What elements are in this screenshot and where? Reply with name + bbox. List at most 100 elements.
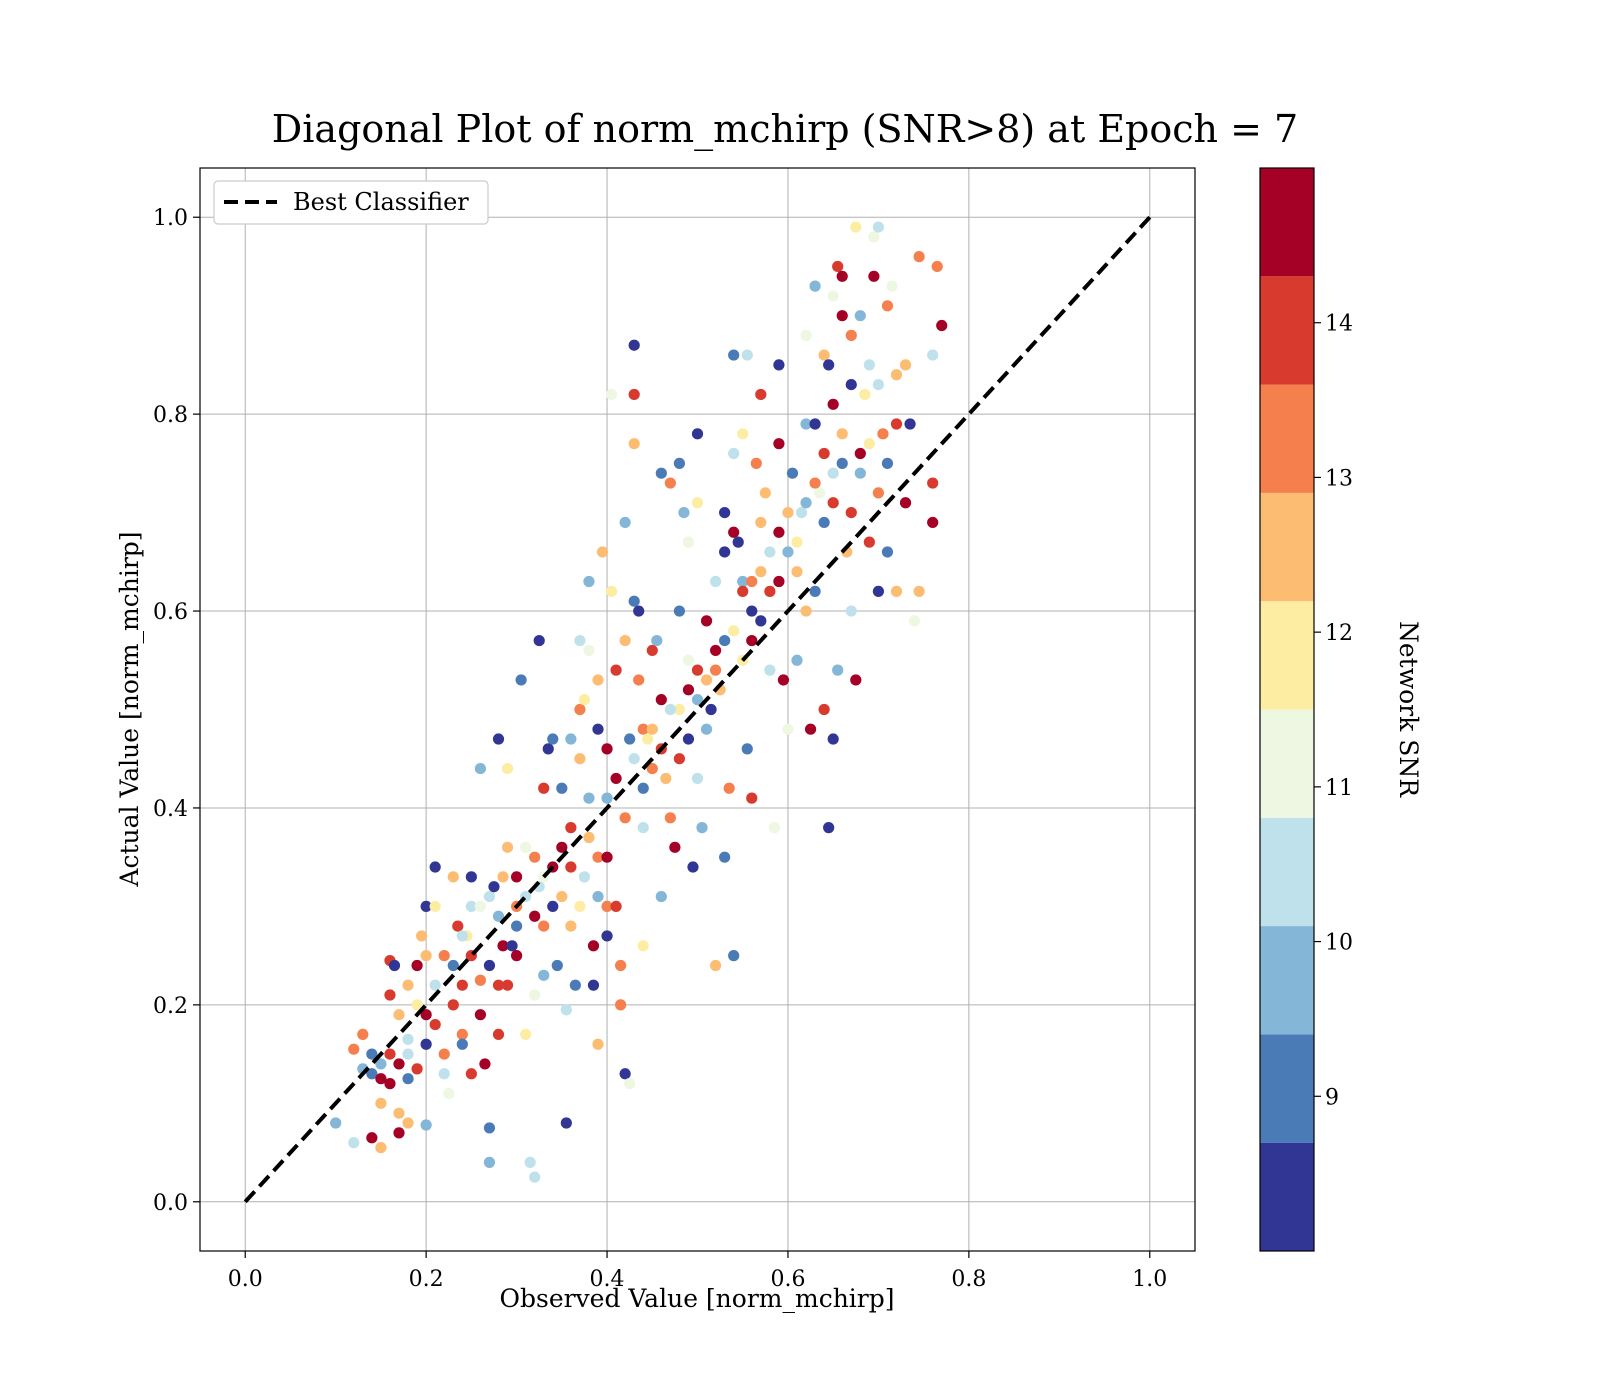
data-point [773,438,785,450]
data-point [501,762,514,775]
data-point [569,979,581,991]
data-point [700,674,713,686]
data-point [836,310,848,322]
data-point [655,890,667,903]
data-point [393,1107,405,1119]
data-point [375,1097,387,1109]
x-tick-label: 0.2 [409,1267,444,1292]
data-point [755,566,767,578]
data-point [497,940,509,952]
data-point [592,851,604,863]
colorbar-ticks: 9 10 11 12 13 14 [1314,312,1353,1110]
data-point [655,694,667,706]
data-point [443,1087,455,1100]
data-point [560,1004,572,1016]
data-point [782,546,794,558]
data-point [863,536,875,548]
data-point [927,349,939,361]
data-point [610,772,622,785]
data-point [746,605,758,617]
data-point [746,575,758,588]
data-point [348,1137,360,1149]
data-point [719,546,731,558]
data-point [465,871,477,883]
data-point [366,1132,378,1144]
colorbar-tick-label: 12 [1325,621,1353,646]
data-point [673,605,686,617]
data-point [474,762,487,775]
data-point [646,762,658,775]
data-point [628,753,640,765]
data-point [782,506,794,519]
data-point [587,940,600,952]
data-point [682,654,695,666]
data-point [587,979,600,991]
data-point [492,733,505,745]
data-point [827,497,839,509]
data-point [791,566,803,578]
data-point [547,900,559,913]
data-point [899,497,912,509]
data-point [881,300,894,312]
data-point [438,1068,450,1080]
data-point [823,822,835,834]
data-point [628,388,640,401]
data-point [646,723,658,735]
data-point [737,428,749,440]
data-point [348,1043,360,1055]
data-point [741,349,753,361]
data-point [800,605,812,617]
data-point [872,585,885,597]
colorbar-tick-label: 9 [1325,1085,1339,1110]
data-point [755,388,767,401]
data-point [773,575,785,588]
data-point [393,1009,405,1021]
colorbar-segment [1260,926,1314,1035]
data-point [827,290,839,302]
data-point [800,329,812,341]
data-point [728,447,740,460]
data-point [755,615,767,627]
data-point [610,664,622,676]
data-point [393,1127,405,1139]
data-point [520,1028,532,1040]
data-point [818,516,830,529]
data-point [565,733,577,745]
data-point [836,428,848,440]
data-point [818,349,830,361]
data-point [936,319,948,332]
colorbar-segment [1260,384,1314,493]
data-point [691,694,704,706]
data-point [904,418,916,430]
data-point [737,575,749,588]
data-point [800,418,812,430]
data-point [578,694,591,706]
data-point [515,674,527,686]
data-point [764,585,776,597]
data-point [886,280,898,292]
data-point [601,792,613,804]
data-point [728,349,740,361]
data-point [483,890,496,903]
data-point [583,831,595,844]
data-point [877,428,889,440]
data-point [728,625,740,637]
data-point [809,585,821,597]
data-point [845,329,857,341]
data-point [863,359,875,371]
data-point [633,674,645,686]
data-point [669,841,681,853]
data-point [492,1028,505,1040]
data-point [700,723,713,735]
data-point [741,743,753,755]
data-point [574,634,586,647]
data-point [615,999,627,1011]
data-point [908,615,921,627]
data-point [619,812,631,824]
data-point [651,634,663,647]
data-point [637,822,649,834]
x-axis-ticks: 0.0 0.2 0.4 0.6 0.8 1.0 [228,1251,1167,1292]
data-point [447,871,459,883]
data-point [465,900,477,913]
data-point [456,979,468,991]
